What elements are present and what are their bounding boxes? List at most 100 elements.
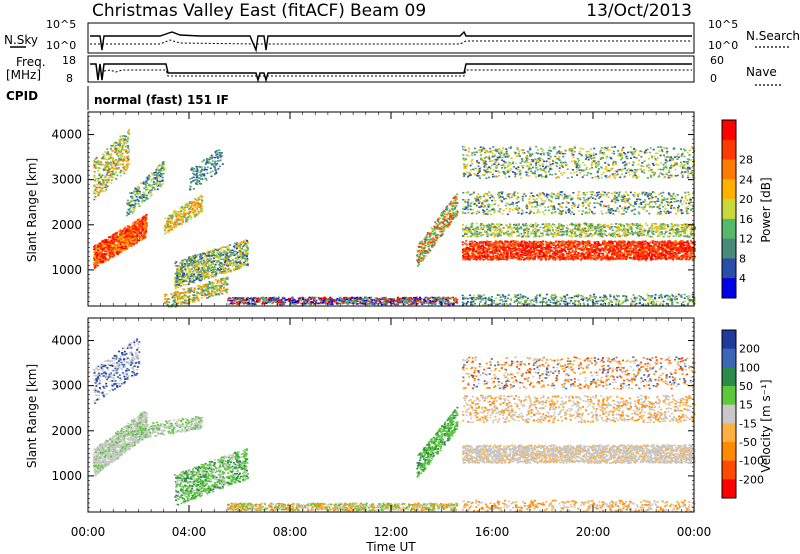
echo-cell: [237, 261, 240, 263]
echo-cell: [155, 174, 158, 177]
echo-cell: [216, 269, 219, 272]
echo-cell: [437, 298, 440, 301]
echo-cell: [208, 255, 211, 257]
echo-cell: [439, 234, 442, 237]
echo-cell: [218, 281, 221, 284]
echo-cell: [637, 251, 640, 254]
echo-cell: [99, 257, 102, 259]
echo-cell: [476, 249, 479, 251]
echo-cell: [121, 230, 124, 232]
echo-cell: [179, 273, 182, 275]
echo-cell: [366, 297, 369, 299]
echo-cell: [178, 265, 181, 267]
echo-cell: [427, 239, 430, 241]
echo-cell: [226, 247, 229, 249]
echo-cell: [442, 227, 445, 230]
echo-cell: [239, 249, 242, 251]
echo-cell: [450, 215, 453, 217]
echo-cell: [118, 158, 121, 160]
echo-cell: [194, 267, 197, 270]
echo-cell: [189, 188, 192, 191]
echo-cell: [176, 267, 179, 270]
echo-cell: [161, 162, 164, 165]
echo-cell: [213, 254, 215, 257]
echo-cell: [305, 301, 308, 303]
echo-cell: [200, 202, 203, 204]
echo-cell: [211, 249, 214, 252]
echo-cell: [258, 298, 261, 300]
echo-cell: [317, 296, 320, 299]
echo-cell: [139, 221, 142, 223]
echo-cell: [121, 138, 124, 140]
echo-cell: [195, 278, 198, 281]
echo-cell: [423, 249, 426, 252]
echo-cell: [215, 163, 217, 166]
echo-cell: [672, 255, 675, 257]
echo-cell: [345, 301, 348, 303]
echo-cell: [223, 287, 225, 289]
echo-cell: [182, 280, 185, 282]
echo-cell: [431, 241, 434, 243]
echo-cell: [423, 245, 426, 248]
echo-cell: [227, 249, 230, 251]
echo-cell: [96, 256, 99, 259]
echo-cell: [447, 301, 450, 303]
echo-cell: [521, 256, 524, 259]
echo-cell: [368, 300, 371, 303]
echo-cell: [173, 292, 176, 294]
echo-cell: [143, 234, 146, 236]
echo-cell: [101, 240, 104, 242]
echo-cell: [227, 256, 230, 258]
echo-cell: [246, 247, 249, 249]
echo-cell: [201, 205, 203, 208]
echo-cell: [110, 249, 113, 251]
echo-cell: [271, 302, 274, 305]
echo-cell: [167, 218, 170, 220]
echo-cell: [300, 299, 303, 302]
echo-cell: [581, 248, 584, 251]
echo-cell: [193, 168, 196, 170]
echo-cell: [127, 151, 130, 153]
echo-cell: [392, 301, 395, 303]
echo-cell: [198, 174, 201, 176]
echo-cell: [652, 242, 654, 244]
echo-cell: [115, 141, 117, 144]
echo-cell: [251, 300, 254, 302]
echo-cell: [590, 244, 593, 246]
echo-cell: [195, 174, 198, 176]
echo-cell: [406, 302, 409, 304]
echo-cell: [370, 303, 373, 305]
echo-cell: [117, 147, 120, 150]
echo-cell: [138, 239, 140, 242]
echo-cell: [119, 243, 122, 246]
echo-cell: [93, 161, 96, 164]
echo-cell: [100, 163, 103, 166]
echo-cell: [424, 240, 427, 242]
echo-cell: [180, 269, 183, 272]
echo-cell: [194, 254, 197, 257]
echo-cell: [128, 202, 131, 204]
echo-cell: [101, 187, 104, 189]
echo-cell: [417, 263, 420, 266]
echo-cell: [126, 228, 129, 230]
echo-cell: [97, 191, 100, 194]
echo-cell: [186, 299, 189, 302]
echo-cell: [363, 297, 366, 299]
echo-cell: [105, 162, 107, 165]
echo-cell: [143, 233, 146, 235]
echo-cell: [215, 150, 218, 152]
echo-cell: [137, 200, 140, 202]
echo-cell: [419, 254, 422, 256]
echo-cell: [201, 272, 204, 274]
echo-cell: [215, 261, 218, 264]
echo-cell: [676, 250, 679, 253]
echo-cell: [277, 301, 280, 304]
echo-cell: [312, 300, 315, 302]
echo-cell: [218, 151, 221, 154]
noise-panel: N.Sky 10^5 10^0 10^5 10^0 N.Search: [4, 18, 800, 54]
echo-cell: [190, 261, 193, 264]
echo-cell: [194, 261, 197, 263]
echo-cell: [454, 215, 456, 218]
echo-cell: [196, 175, 199, 177]
echo-cell: [213, 166, 216, 169]
